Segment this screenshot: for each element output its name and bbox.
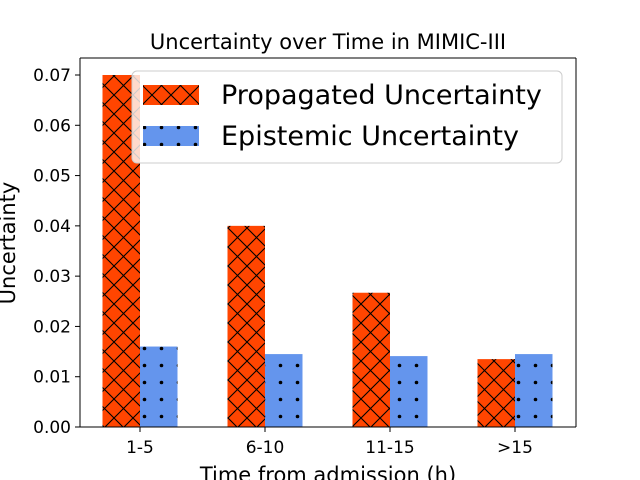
legend: Propagated Uncertainty Epistemic Uncerta…: [131, 70, 563, 164]
axes-group: [79, 57, 577, 428]
bar-epistemic-4: [515, 354, 553, 427]
y-axis-label: Uncertainty: [0, 182, 20, 305]
bar-propagated-4: [477, 359, 515, 427]
chart-title: Uncertainty over Time in MIMIC-III: [150, 30, 506, 54]
bar-propagated-3: [352, 292, 390, 427]
x-tick-label: 6-10: [246, 438, 285, 458]
x-tick-label: 11-15: [365, 438, 414, 458]
y-tick-label: 0.01: [33, 368, 71, 388]
bar-epistemic-3: [390, 356, 428, 427]
legend-box: [131, 70, 563, 164]
y-ticks-group: 0.00 0.01 0.02 0.03 0.04 0.05 0.06 0.07: [33, 66, 80, 438]
y-tick-label: 0.07: [33, 66, 71, 86]
bar-epistemic-2: [265, 354, 303, 427]
legend-swatch-propagated: [143, 85, 199, 105]
bar-epistemic-1: [140, 346, 178, 427]
y-tick-label: 0.05: [33, 167, 71, 187]
x-tick-label: >15: [497, 438, 533, 458]
legend-swatch-epistemic: [143, 126, 199, 146]
y-tick-label: 0.03: [33, 267, 71, 287]
bar-propagated-2: [227, 225, 265, 427]
x-tick-label: 1-5: [126, 438, 154, 458]
y-tick-label: 0.04: [33, 217, 71, 237]
legend-label-epistemic: Epistemic Uncertainty: [221, 121, 519, 152]
x-ticks-group: 1-5 6-10 11-15 >15: [126, 427, 533, 458]
y-tick-label: 0.06: [33, 116, 71, 136]
y-tick-label: 0.02: [33, 317, 71, 337]
y-tick-label: 0.00: [33, 418, 71, 438]
legend-label-propagated: Propagated Uncertainty: [221, 80, 542, 111]
x-axis-label: Time from admission (h): [199, 463, 456, 480]
